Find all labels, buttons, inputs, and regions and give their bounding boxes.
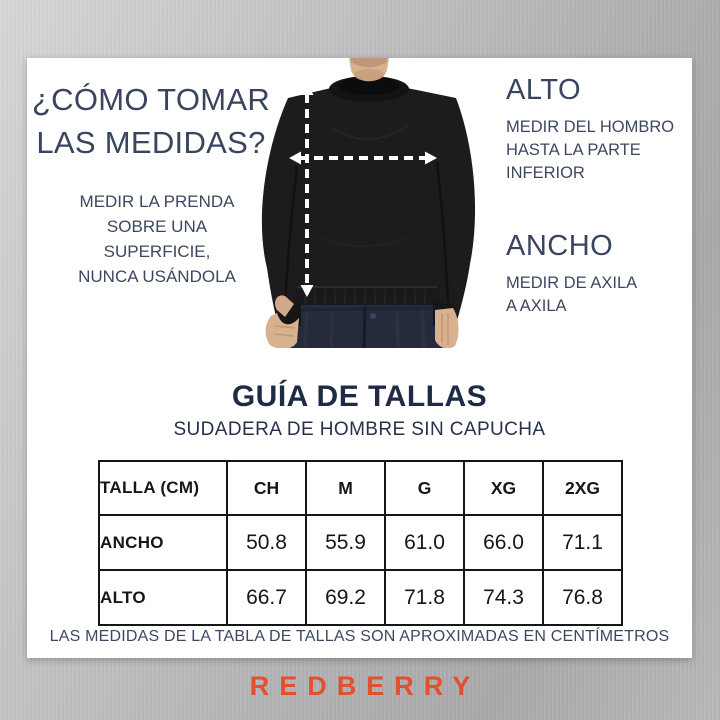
row-label-cell: ANCHO [98,514,228,571]
size-table-row-ancho: ANCHO 50.8 55.9 61.0 66.0 71.1 [98,514,623,571]
size-value-cell: 66.7 [226,569,307,626]
sweatshirt-graphic [261,88,476,328]
alto-desc-line: INFERIOR [506,164,585,182]
alto-info: ALTO MEDIR DEL HOMBRO HASTA LA PARTE INF… [506,74,686,185]
size-table-footnote: LAS MEDIDAS DE LA TABLA DE TALLAS SON AP… [49,628,670,645]
size-table-header-cell: CH [226,460,307,516]
size-table-header-cell: G [384,460,465,516]
size-value-cell: 61.0 [384,514,465,571]
ancho-measure-arrow [289,151,437,165]
size-table: TALLA (CM) CH M G XG 2XG ANCHO 50.8 55.9… [98,460,623,626]
size-value-cell: 71.8 [384,569,465,626]
collar-and-neck-graphic [329,58,409,102]
size-table-header-cell: M [305,460,386,516]
size-guide-subtitle: SUDADERA DE HOMBRE SIN CAPUCHA [173,419,546,440]
product-photo [237,58,485,349]
size-guide-title: GUÍA DE TALLAS [231,380,488,413]
brand-logo: REDBERRY [249,671,481,701]
how-to-title-line2: LAS MEDIDAS? [36,125,266,160]
size-value-cell: 50.8 [226,514,307,571]
hands-graphic [265,295,459,349]
how-to-note-line: SUPERFICIE, [103,242,211,261]
how-to-note-line: MEDIR LA PRENDA [79,192,235,211]
size-table-header-row: TALLA (CM) CH M G XG 2XG [98,460,623,516]
size-value-cell: 76.8 [542,569,623,626]
alto-desc-line: HASTA LA PARTE [506,141,641,159]
info-card: ¿CÓMO TOMAR LAS MEDIDAS? MEDIR LA PRENDA… [27,58,692,658]
size-value-cell: 55.9 [305,514,386,571]
size-value-cell: 71.1 [542,514,623,571]
size-value-cell: 69.2 [305,569,386,626]
how-to-note: MEDIR LA PRENDA SOBRE UNA SUPERFICIE, NU… [55,189,259,289]
size-table-row-alto: ALTO 66.7 69.2 71.8 74.3 76.8 [98,569,623,626]
how-to-note-line: SOBRE UNA [106,217,208,236]
row-label-cell: ALTO [98,569,228,626]
alto-measure-arrow [300,83,314,297]
size-value-cell: 66.0 [463,514,544,571]
ancho-label: ANCHO [506,230,614,262]
size-value-cell: 74.3 [463,569,544,626]
alto-desc-line: MEDIR DEL HOMBRO [506,118,675,136]
alto-label: ALTO [506,74,582,106]
size-table-header-cell: TALLA (CM) [98,460,228,516]
ancho-info: ANCHO MEDIR DE AXILA A AXILA [506,230,686,318]
how-to-note-line: NUNCA USÁNDOLA [78,267,236,286]
how-to-title: ¿CÓMO TOMAR LAS MEDIDAS? [27,78,275,164]
how-to-title-line1: ¿CÓMO TOMAR [31,82,271,117]
sweatshirt-model-illustration [261,58,476,349]
ancho-desc-line: A AXILA [506,297,567,315]
size-table-header-cell: 2XG [542,460,623,516]
hem-graphic [295,286,439,305]
size-table-header-cell: XG [463,460,544,516]
ancho-desc-line: MEDIR DE AXILA [506,274,638,292]
